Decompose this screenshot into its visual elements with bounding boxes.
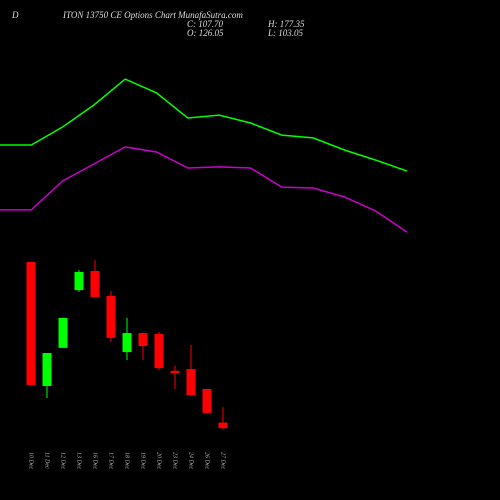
candle-body xyxy=(202,389,212,413)
candle-body xyxy=(106,295,116,338)
x-tick-label: 23 Dec xyxy=(172,452,178,469)
low-label: L: 103.05 xyxy=(267,28,304,38)
candle-body xyxy=(122,333,132,353)
candle-body xyxy=(138,333,148,347)
x-tick-label: 13 Dec xyxy=(76,452,82,469)
x-tick-label: 11 Dec xyxy=(44,452,50,469)
x-tick-label: 19 Dec xyxy=(140,452,146,469)
chart-title: ITON 13750 CE Options Chart MunafaSutra.… xyxy=(62,10,243,20)
moving-average xyxy=(0,146,408,233)
candle-body xyxy=(74,271,84,291)
open-label: O: 126.05 xyxy=(187,28,224,38)
x-tick-label: 10 Dec xyxy=(28,452,34,469)
x-tick-label: 16 Dec xyxy=(92,452,98,469)
x-tick-label: 27 Dec xyxy=(220,452,226,469)
candle-body xyxy=(42,353,52,386)
close-label: C: 107.70 xyxy=(187,19,224,29)
x-tick-label: 17 Dec xyxy=(108,452,114,469)
candle-body xyxy=(186,369,196,396)
x-tick-label: 12 Dec xyxy=(60,452,66,469)
x-tick-label: 24 Dec xyxy=(188,452,195,469)
candle-body xyxy=(218,422,228,429)
candle-body xyxy=(58,317,68,348)
title-prefix: D xyxy=(11,10,19,20)
x-tick-label: 20 Dec xyxy=(156,452,162,469)
moving-average xyxy=(0,78,408,172)
high-label: H: 177.35 xyxy=(267,19,305,29)
x-tick-label: 18 Dec xyxy=(124,452,130,469)
candle-body xyxy=(26,261,36,386)
candle-body xyxy=(90,271,100,298)
candle-body xyxy=(154,333,164,369)
x-tick-label: 26 Dec xyxy=(204,452,210,469)
candle-body xyxy=(170,370,180,373)
